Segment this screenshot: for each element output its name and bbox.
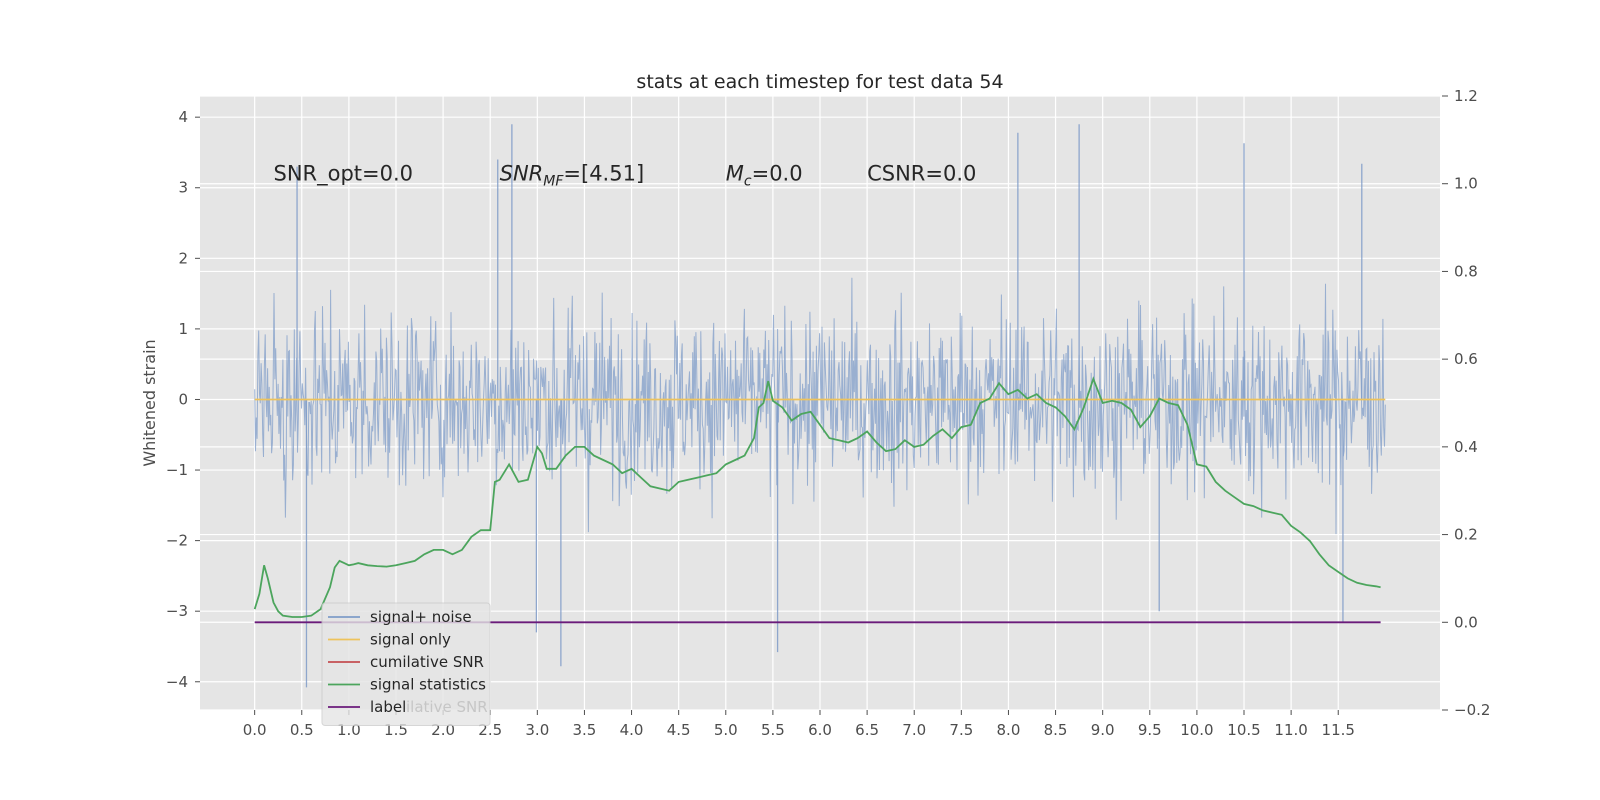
annotation: Mc=0.0 (726, 162, 803, 190)
y-left-tick-label: −4 (166, 673, 188, 691)
legend-box (321, 602, 491, 726)
x-tick-label: 9.0 (1091, 721, 1115, 739)
y-left-tick-label: −1 (166, 461, 188, 479)
y-right-tick-label: 1.2 (1454, 87, 1478, 105)
x-tick-label: 7.0 (902, 721, 926, 739)
series-line-signal-statistics (253, 376, 1381, 618)
annotations: SNR_opt=0.0 SNRMF=[4.51] Mc=0.0 CSNR=0.0 (273, 162, 976, 190)
chart-title: stats at each timestep for test data 54 (636, 71, 1003, 93)
y-axis-label: Whitened strain (140, 339, 159, 466)
x-tick-label: 6.5 (855, 721, 879, 739)
x-tick-label: 8.5 (1044, 721, 1068, 739)
legend-label: signal only (370, 631, 451, 649)
y-right-tick-label: 0.0 (1454, 613, 1478, 631)
x-tick-label: 5.5 (761, 721, 785, 739)
legend-label: cumilative SNR (370, 653, 484, 671)
y-right-tick-label: 0.4 (1454, 438, 1478, 456)
x-tick-label: 4.0 (620, 721, 644, 739)
x-tick-label: 8.0 (997, 721, 1021, 739)
annotation: SNRMF=[4.51] (500, 162, 645, 190)
y-right-tick-label: 0.2 (1454, 526, 1478, 544)
y-left-tick-label: 1 (178, 320, 188, 338)
x-tick-label: 0.5 (290, 721, 314, 739)
y-left-tick-label: −3 (166, 602, 188, 620)
y-right-tick-label: −0.2 (1454, 701, 1490, 719)
y-right-tick-label: 0.8 (1454, 262, 1478, 280)
x-tick-label: 6.0 (808, 721, 832, 739)
annotation: SNR_opt=0.0 (273, 162, 413, 187)
x-tick-label: 3.0 (525, 721, 549, 739)
x-tick-label: 3.5 (573, 721, 597, 739)
annotation: CSNR=0.0 (867, 162, 976, 186)
legend: signal+ noise signal only cumilative SNR si… (321, 602, 491, 726)
legend-overlap-text: ilative SNR (406, 698, 488, 716)
x-tick-label: 10.0 (1180, 721, 1213, 739)
x-tick-label: 10.5 (1227, 721, 1260, 739)
series-signal-noise (254, 124, 1386, 688)
y-right-tick-label: 0.6 (1454, 350, 1478, 368)
x-tick-label: 7.5 (949, 721, 973, 739)
x-tick-label: 5.0 (714, 721, 738, 739)
legend-label: signal statistics (370, 676, 486, 694)
legend-label: signal+ noise (370, 608, 472, 626)
y-left-tick-label: 4 (178, 108, 188, 126)
x-tick-label: 11.5 (1322, 721, 1355, 739)
y-left-tick-label: −2 (166, 532, 188, 550)
x-tick-label: 0.0 (243, 721, 267, 739)
x-tick-label: 9.5 (1138, 721, 1162, 739)
x-tick-label: 4.5 (667, 721, 691, 739)
y-left-tick-label: 0 (178, 390, 188, 408)
y-right-tick-label: 1.0 (1454, 175, 1478, 193)
x-tick-label: 11.0 (1274, 721, 1307, 739)
legend-label: label (370, 698, 406, 716)
signal-noise-trace (254, 277, 1386, 535)
axis-ticks: 0.0 0.5 1.0 1.5 2.0 2.5 3.0 3.5 4.0 4.5 5.0 5.5 6.0 6… (166, 87, 1491, 739)
y-left-tick-label: 3 (178, 179, 188, 197)
y-left-tick-label: 2 (178, 249, 188, 267)
